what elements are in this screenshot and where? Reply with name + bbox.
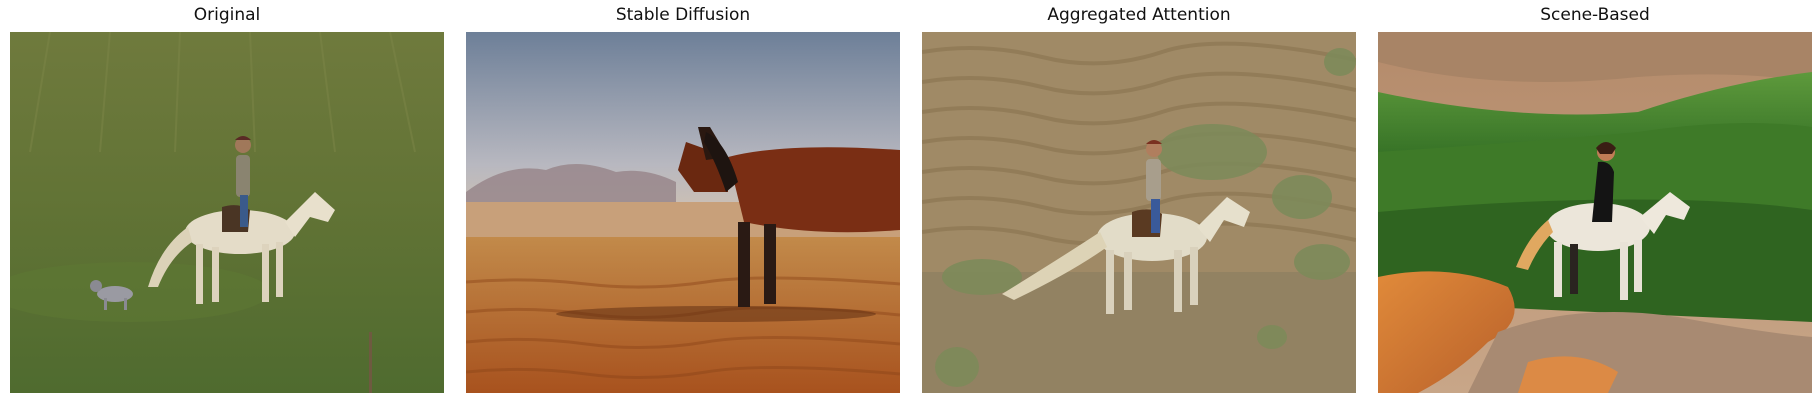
image-stable-diffusion — [466, 32, 900, 393]
image-scene-based — [1378, 32, 1812, 393]
panel-scene-based: Scene-Based — [1378, 0, 1812, 403]
panel-stable-diffusion: Stable Diffusion — [466, 0, 900, 403]
panel-aggregated-attention: Aggregated Attention — [922, 0, 1356, 403]
panel-title: Original — [193, 5, 261, 25]
panel-title: Scene-Based — [1540, 5, 1650, 25]
image-aggregated-attention — [922, 32, 1356, 393]
panel-original: Original — [10, 0, 444, 403]
panel-title: Stable Diffusion — [615, 5, 751, 25]
panel-title: Aggregated Attention — [1047, 5, 1231, 25]
image-original — [10, 32, 444, 393]
